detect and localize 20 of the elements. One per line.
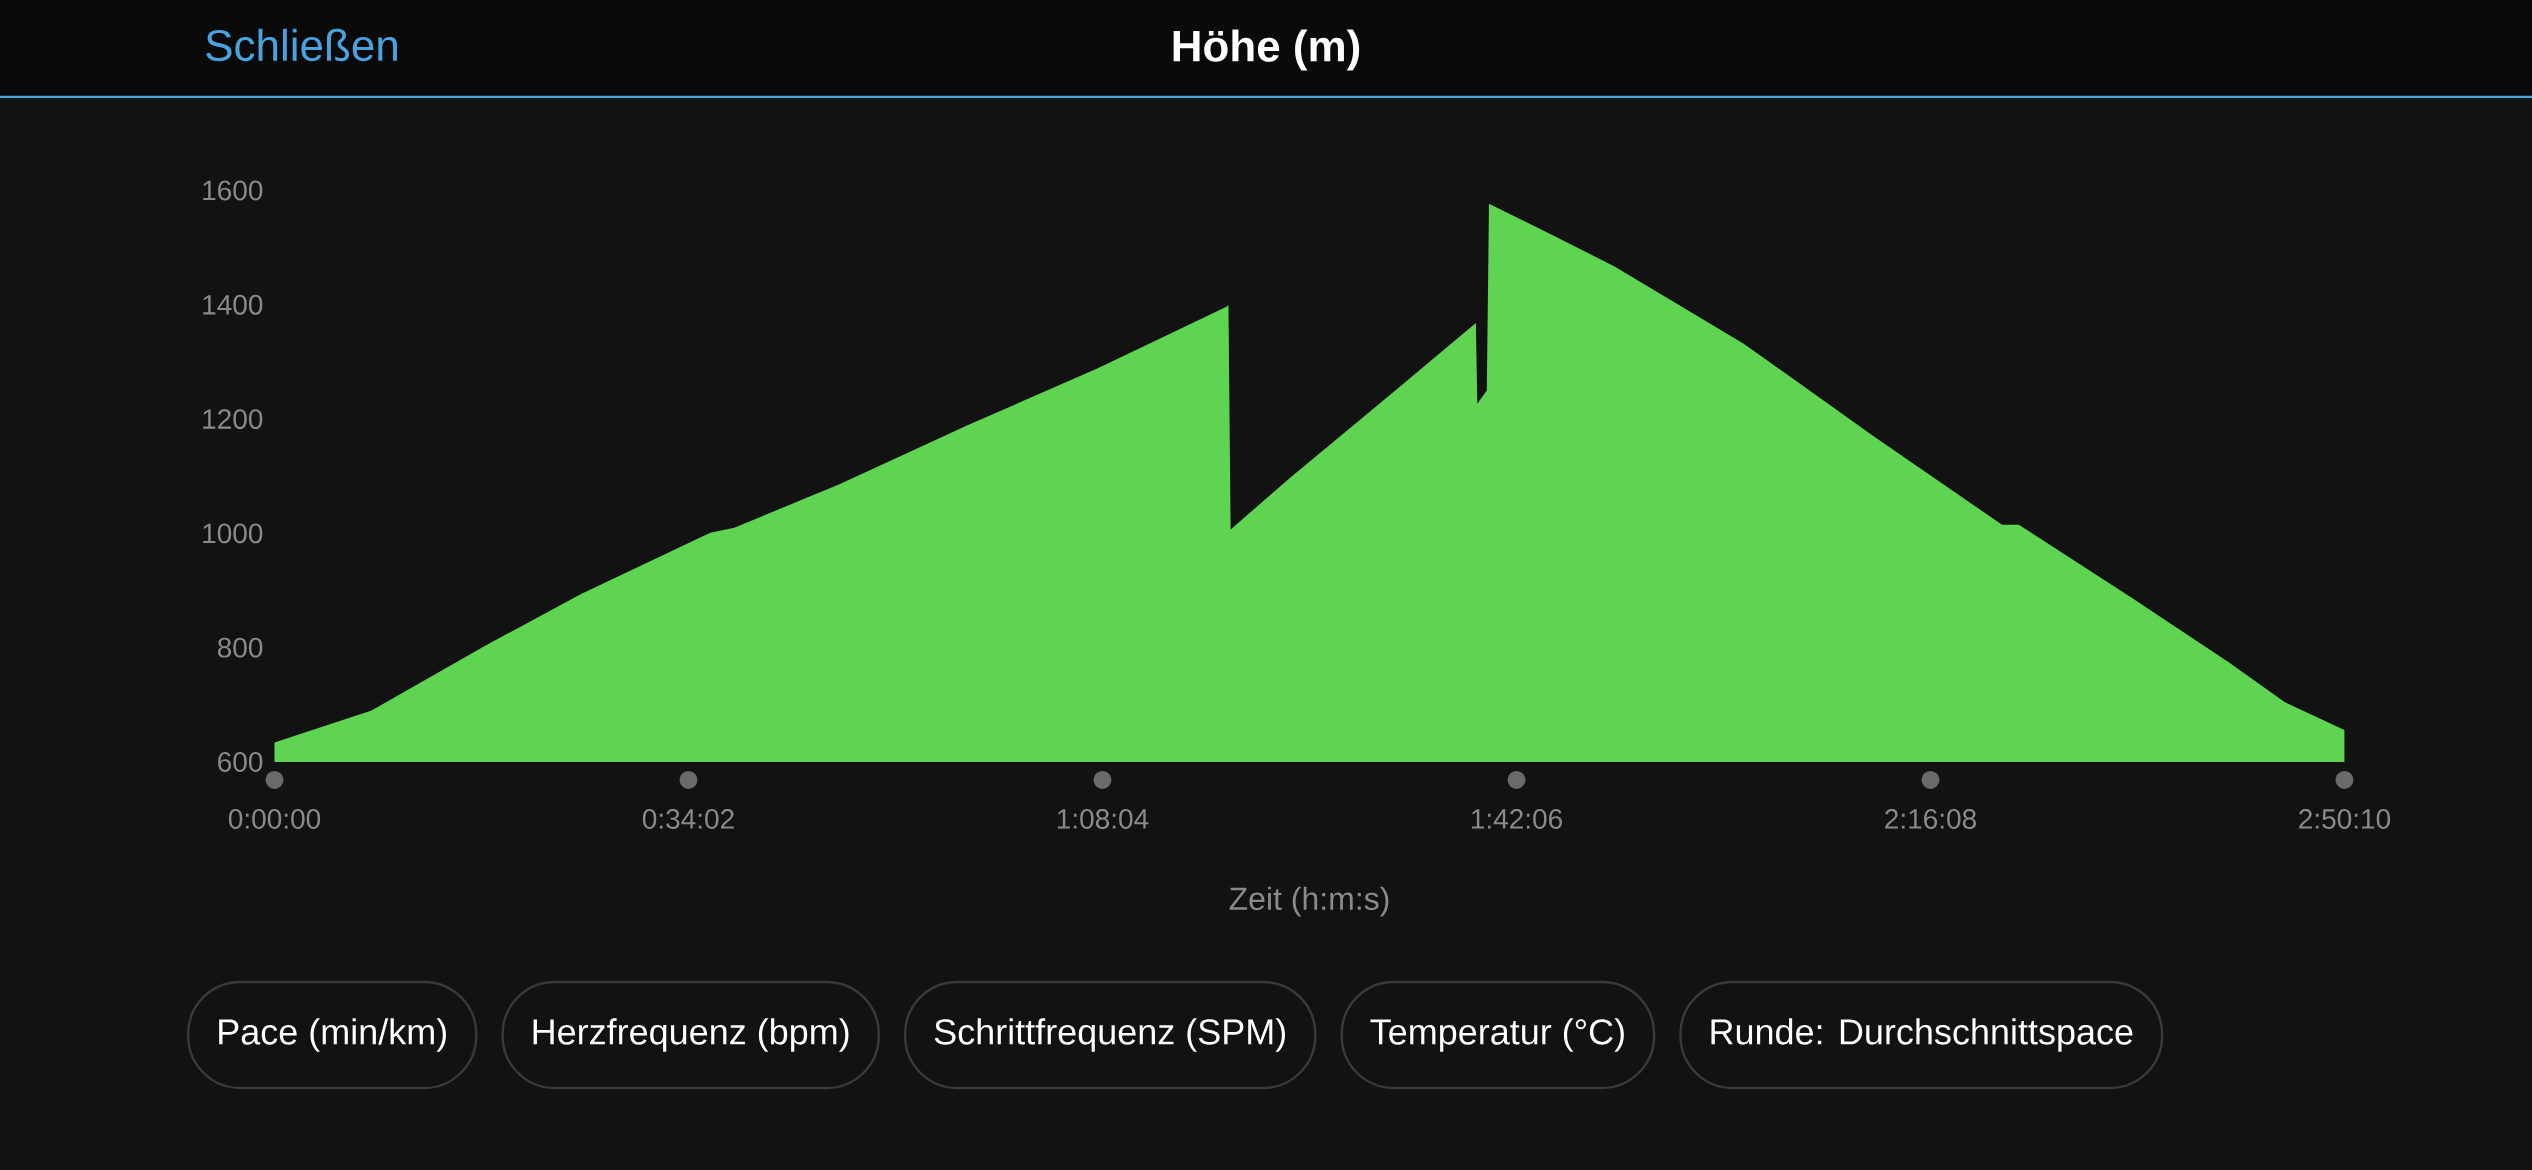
text: Herzfrequenz (bpm) xyxy=(533,1018,849,1052)
x-tick-label: 0:34:02 xyxy=(642,809,734,829)
y-tick-label: 800 xyxy=(217,637,263,658)
y-tick-label: 1000 xyxy=(203,523,263,544)
y-tick-label: 1600 xyxy=(203,180,263,201)
text: Pace (min/km) xyxy=(219,1018,446,1052)
text: Schließen xyxy=(206,28,397,62)
x-tick-label: 2:16:08 xyxy=(1885,809,1976,829)
y-tick-label: 600 xyxy=(218,752,263,772)
x-tick-label: 2:50:10 xyxy=(2299,809,2391,829)
text: Runde: Durchschnittspace xyxy=(1711,1018,2133,1052)
x-axis-title: Zeit (h:m:s) xyxy=(1229,886,1389,917)
x-tick-label: 1:42:06 xyxy=(1471,809,1562,829)
x-tick-label: 0:00:00 xyxy=(228,809,321,829)
text: Temperatur (°C) xyxy=(1370,1018,1624,1052)
y-tick-label: 1400 xyxy=(203,294,263,315)
chart-title: Höhe (m) xyxy=(1173,29,1360,71)
x-tick-label: 1:08:04 xyxy=(1057,809,1149,829)
text: Schrittfrequenz (SPM) xyxy=(934,1018,1285,1052)
y-tick-label: 1200 xyxy=(203,409,263,429)
